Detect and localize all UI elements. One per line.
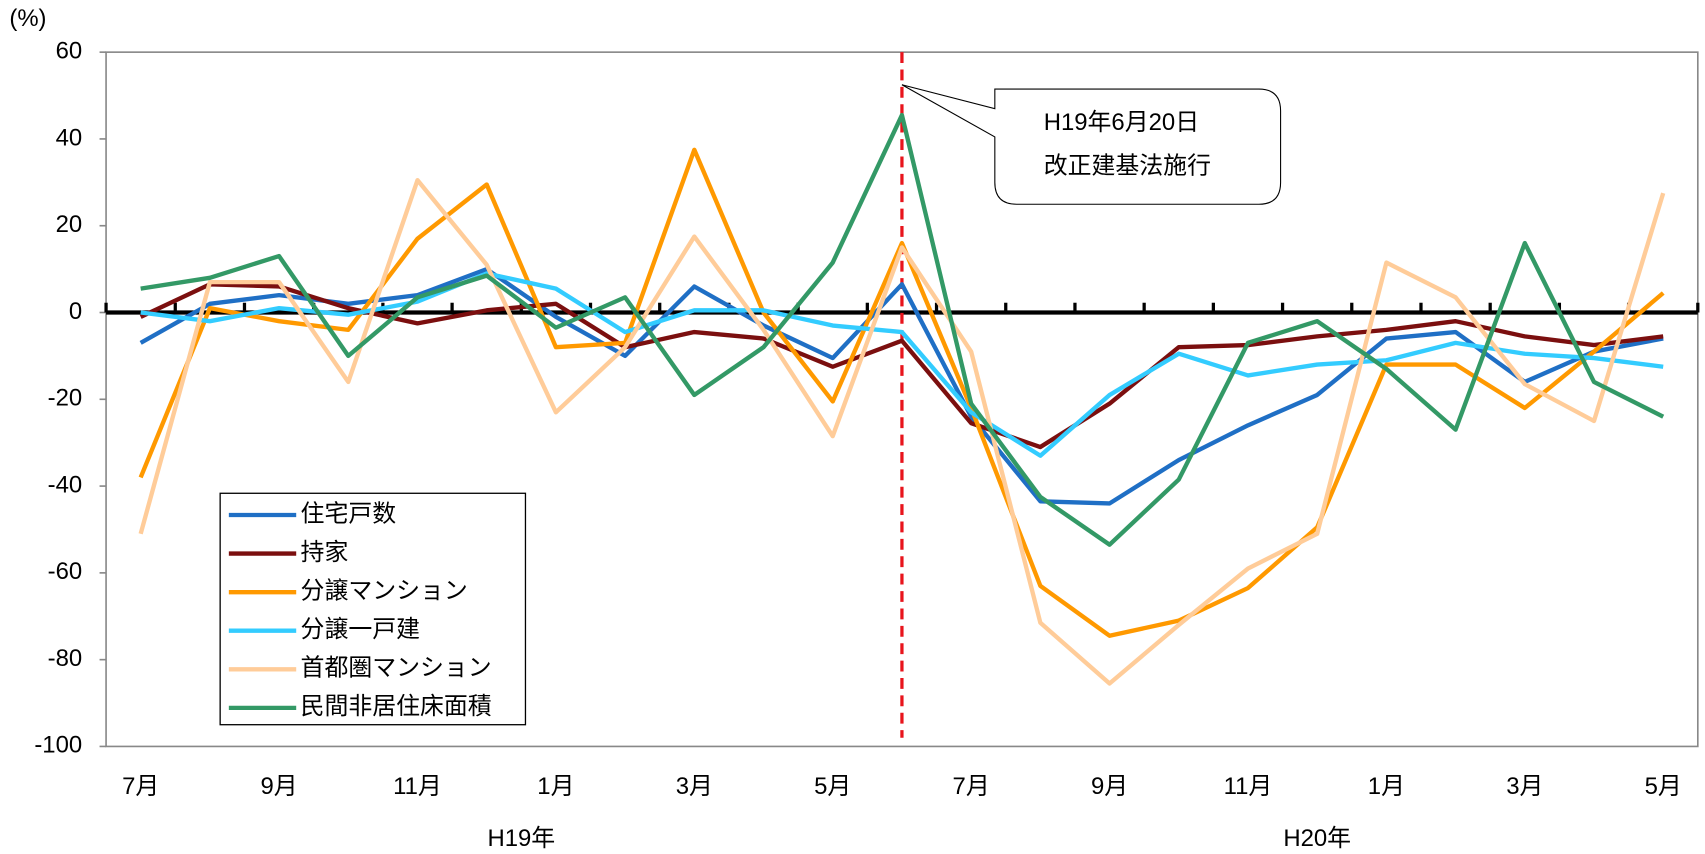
legend-label: 持家	[301, 539, 349, 566]
x-tick-label: 5月	[814, 773, 851, 800]
series-line	[138, 147, 1665, 638]
y-axis-label: (%)	[9, 5, 46, 32]
series-line	[138, 177, 1666, 686]
y-tick-label: 0	[69, 298, 82, 325]
legend-label: 分譲マンション	[301, 577, 468, 604]
series-line	[139, 266, 1664, 506]
x-tick-label: 9月	[260, 773, 297, 800]
x-tick-label: 7月	[953, 773, 990, 800]
callout	[901, 84, 1282, 205]
y-tick-label: -60	[48, 558, 83, 585]
y-tick-label: -100	[34, 732, 82, 759]
y-tick-label: 40	[56, 124, 83, 151]
x-tick-label: 3月	[676, 773, 713, 800]
legend-label: 民間非居住床面積	[301, 693, 492, 720]
group-label: H20年	[1283, 825, 1351, 852]
x-tick-label: 7月	[122, 773, 159, 800]
x-tick-label: 11月	[1224, 773, 1273, 800]
x-tick-label: 1月	[1368, 773, 1405, 800]
y-tick-label: 60	[56, 37, 83, 64]
series-line	[140, 271, 1664, 458]
callout-text: 改正建基法施行	[1044, 153, 1211, 180]
x-tick-label: 11月	[393, 773, 442, 800]
x-tick-label: 3月	[1506, 773, 1543, 800]
group-label: H19年	[487, 825, 555, 852]
legend-label: 住宅戸数	[301, 500, 397, 527]
series-line	[140, 112, 1665, 547]
legend-box	[219, 492, 527, 726]
x-tick-label: 1月	[537, 773, 574, 800]
x-tick-label: 5月	[1645, 773, 1682, 800]
y-tick-label: -20	[48, 385, 83, 412]
legend-label: 首都圏マンション	[301, 655, 492, 682]
y-tick-label: 20	[56, 211, 83, 238]
y-tick-label: -40	[48, 471, 83, 498]
callout-text: H19年6月20日	[1044, 109, 1199, 136]
x-tick-label: 9月	[1091, 773, 1128, 800]
y-tick-label: -80	[48, 645, 83, 672]
legend-label: 分譲一戸建	[301, 616, 420, 643]
